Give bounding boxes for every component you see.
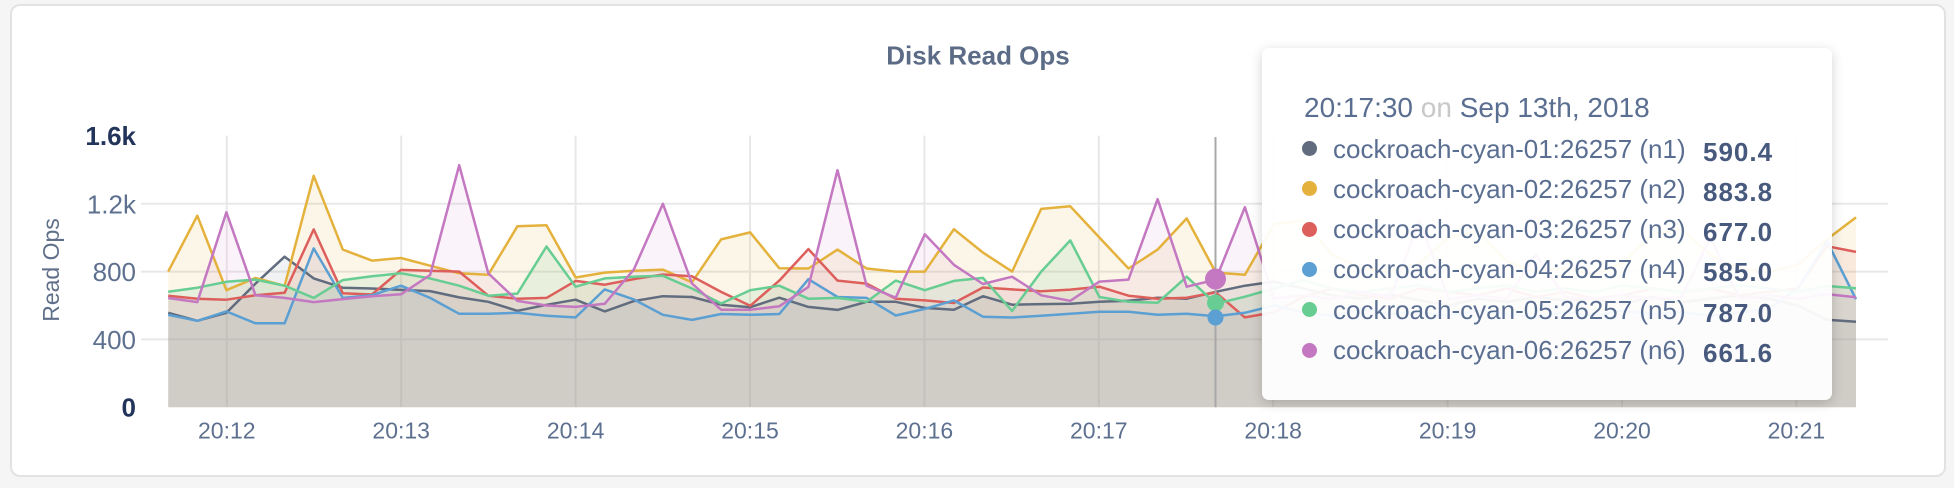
svg-text:1.6k: 1.6k — [85, 121, 136, 151]
svg-text:20:21: 20:21 — [1768, 418, 1826, 444]
svg-text:20:15: 20:15 — [721, 418, 779, 444]
svg-text:20:13: 20:13 — [372, 418, 430, 444]
svg-text:20:20: 20:20 — [1593, 418, 1651, 444]
svg-text:20:17: 20:17 — [1070, 418, 1128, 444]
svg-text:800: 800 — [93, 257, 136, 287]
svg-text:0: 0 — [122, 392, 136, 422]
svg-text:400: 400 — [93, 325, 136, 355]
svg-text:Read Ops: Read Ops — [38, 218, 64, 322]
svg-text:Disk Read Ops: Disk Read Ops — [886, 41, 1070, 71]
svg-text:20:14: 20:14 — [547, 418, 605, 444]
svg-text:20:16: 20:16 — [896, 418, 954, 444]
svg-text:1.2k: 1.2k — [87, 189, 137, 219]
svg-text:20:18: 20:18 — [1244, 418, 1302, 444]
svg-text:20:19: 20:19 — [1419, 418, 1477, 444]
svg-text:20:12: 20:12 — [198, 418, 256, 444]
